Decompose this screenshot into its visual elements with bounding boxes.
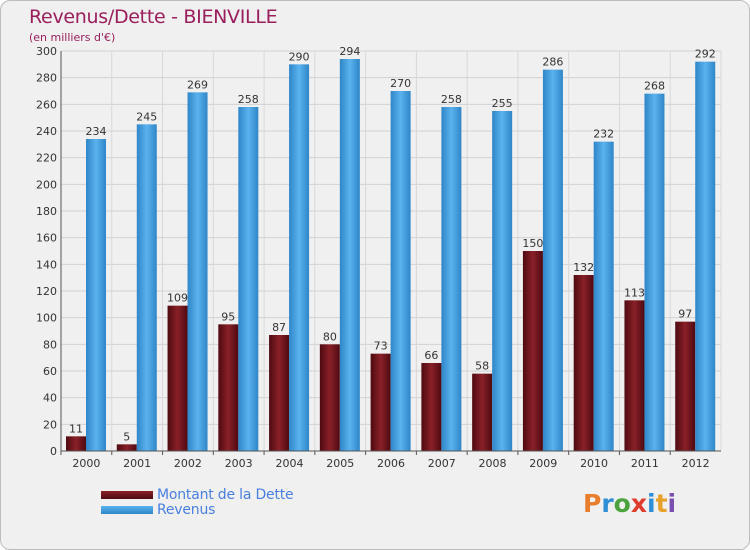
y-tick-label: 0: [50, 445, 57, 458]
data-label-dette-2001: 5: [123, 430, 130, 443]
y-tick-label: 80: [43, 338, 57, 351]
x-tick-label: 2010: [580, 457, 608, 470]
data-label-dette-2012: 97: [678, 308, 692, 321]
bar-revenus-2004: [289, 64, 310, 452]
data-label-revenus-2010: 232: [593, 128, 614, 141]
x-tick-label: 2009: [529, 457, 557, 470]
x-tick-label: 2006: [377, 457, 405, 470]
data-label-dette-2006: 73: [374, 340, 388, 353]
y-tick-label: 300: [36, 45, 57, 58]
y-tick-label: 140: [36, 258, 57, 271]
proxiti-logo: Proxiti: [583, 489, 676, 518]
data-label-revenus-2011: 268: [644, 80, 665, 93]
bar-dette-2003: [218, 324, 239, 451]
data-label-dette-2009: 150: [522, 237, 543, 250]
logo-letter: i: [667, 489, 677, 518]
y-tick-label: 220: [36, 152, 57, 165]
bar-dette-2002: [167, 305, 188, 451]
y-tick-label: 200: [36, 178, 57, 191]
x-tick-label: 2007: [428, 457, 456, 470]
legend-swatch-dette: [101, 491, 153, 499]
x-tick-label: 2008: [479, 457, 507, 470]
y-tick-label: 120: [36, 285, 57, 298]
bar-revenus-2008: [492, 111, 513, 451]
logo-letter: x: [630, 489, 647, 518]
y-tick-label: 40: [43, 392, 57, 405]
bar-dette-2007: [421, 363, 442, 451]
bar-dette-2009: [522, 251, 543, 451]
data-label-revenus-2005: 294: [339, 45, 360, 58]
legend-label-dette: Montant de la Dette: [157, 487, 294, 503]
data-label-revenus-2007: 258: [441, 93, 462, 106]
y-tick-label: 260: [36, 98, 57, 111]
data-label-revenus-2000: 234: [86, 125, 107, 138]
bar-dette-2004: [269, 335, 290, 451]
x-tick-label: 2004: [275, 457, 303, 470]
bar-revenus-2005: [339, 59, 360, 451]
data-label-revenus-2002: 269: [187, 78, 208, 91]
y-tick-label: 100: [36, 312, 57, 325]
chart-subtitle: (en milliers d'€): [29, 31, 116, 44]
logo-letter: r: [601, 489, 614, 518]
logo-letter: P: [583, 489, 602, 518]
bars: 11 234 5 245 109 269 95 258 87 290 80 294 73 270 66 258…: [66, 45, 716, 452]
y-tick-label: 180: [36, 205, 57, 218]
bar-dette-2008: [472, 373, 493, 451]
x-tick-label: 2012: [682, 457, 710, 470]
bar-revenus-2000: [86, 139, 106, 451]
data-label-dette-2003: 95: [221, 310, 235, 323]
bar-revenus-2003: [238, 107, 259, 451]
y-tick-label: 20: [43, 418, 57, 431]
x-tick-label: 2005: [326, 457, 354, 470]
bar-dette-2006: [370, 353, 391, 451]
data-label-dette-2008: 58: [475, 360, 489, 373]
data-label-revenus-2006: 270: [390, 77, 411, 90]
x-tick-label: 2000: [72, 457, 100, 470]
data-label-dette-2005: 80: [323, 330, 337, 343]
data-label-dette-2010: 132: [573, 261, 594, 274]
data-label-revenus-2009: 286: [542, 56, 563, 69]
bar-revenus-2006: [390, 91, 411, 451]
x-tick-label: 2003: [225, 457, 253, 470]
bar-revenus-2009: [542, 69, 563, 452]
y-tick-label: 280: [36, 72, 57, 85]
legend-label-revenus: Revenus: [157, 502, 216, 518]
data-label-revenus-2012: 292: [695, 48, 716, 61]
bar-revenus-2010: [593, 141, 614, 451]
data-label-dette-2011: 113: [624, 286, 645, 299]
bar-dette-2010: [573, 275, 594, 451]
data-label-dette-2000: 11: [69, 422, 83, 435]
x-tick-label: 2011: [631, 457, 659, 470]
bar-dette-2001: [116, 444, 137, 451]
chart-title: Revenus/Dette - BIENVILLE: [29, 6, 278, 28]
bar-dette-2005: [319, 344, 340, 451]
data-label-dette-2007: 66: [424, 349, 438, 362]
data-label-revenus-2003: 258: [238, 93, 259, 106]
y-tick-label: 240: [36, 125, 57, 138]
bar-revenus-2002: [187, 92, 208, 451]
x-tick-label: 2002: [174, 457, 202, 470]
data-label-revenus-2001: 245: [136, 110, 157, 123]
y-tick-label: 160: [36, 232, 57, 245]
data-label-revenus-2004: 290: [289, 50, 310, 63]
bar-dette-2012: [675, 321, 696, 451]
axes: 0 20 40 60 80 100 120 140 160 180 200 220 240 260 280 3…: [36, 45, 721, 470]
bar-dette-2011: [624, 300, 645, 451]
logo-letter: t: [655, 489, 668, 518]
legend-swatch-revenus: [101, 506, 153, 514]
bar-revenus-2001: [136, 124, 157, 451]
bar-revenus-2011: [644, 93, 665, 452]
data-label-dette-2004: 87: [272, 321, 286, 334]
bar-dette-2000: [66, 436, 86, 451]
logo-letter: i: [647, 489, 656, 518]
x-tick-label: 2001: [123, 457, 151, 470]
bar-revenus-2007: [441, 107, 462, 451]
y-tick-label: 60: [43, 365, 57, 378]
data-label-dette-2002: 109: [167, 292, 188, 305]
logo-letter: o: [613, 489, 631, 518]
data-label-revenus-2008: 255: [492, 97, 513, 110]
bar-revenus-2012: [695, 61, 716, 452]
